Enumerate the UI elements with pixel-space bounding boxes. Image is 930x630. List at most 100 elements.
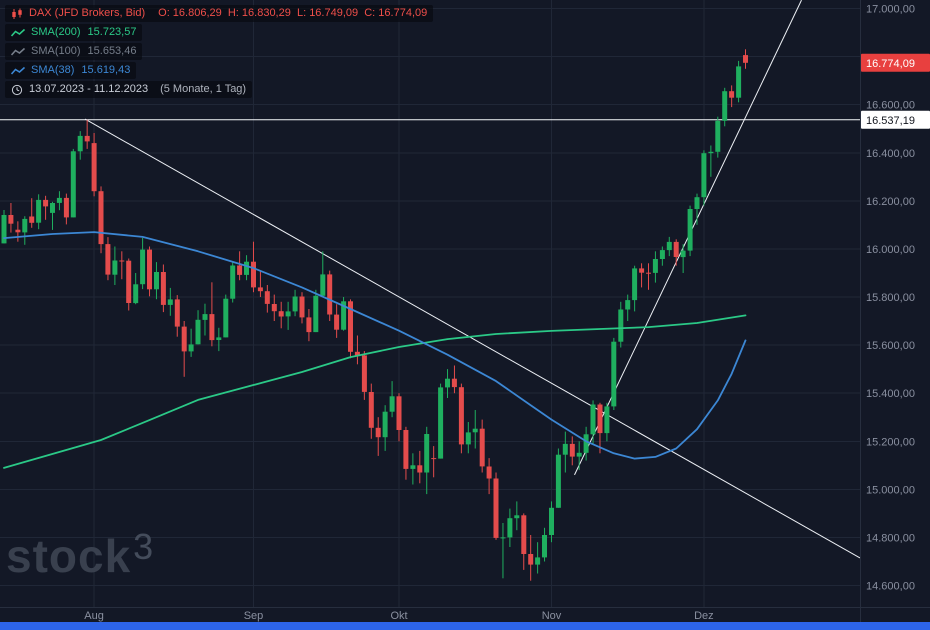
candle-body — [500, 537, 506, 539]
symbol-legend-row[interactable]: DAX (JFD Brokers, Bid) O: 16.806,29 H: 1… — [5, 5, 434, 22]
price-tick-label: 16.000,00 — [866, 244, 915, 256]
candlestick-series — [1, 49, 748, 581]
last-price-badge: 16.774,09 — [861, 53, 930, 72]
last-price-label: 16.774,09 — [866, 58, 915, 70]
candle-body — [535, 557, 541, 565]
candle-body — [354, 351, 360, 356]
candle-body — [334, 314, 340, 330]
overlay-line-SMA38[interactable] — [3, 231, 747, 460]
indicator-row-sma200[interactable]: SMA(200) 15.723,57 — [5, 24, 143, 41]
candle-body — [604, 406, 610, 434]
candle-body — [479, 428, 485, 467]
candle-body — [91, 143, 97, 192]
month-label: Okt — [390, 610, 407, 622]
month-label: Dez — [694, 610, 714, 622]
candle-body — [424, 434, 430, 473]
candle-body — [368, 392, 374, 428]
candle-body — [251, 261, 256, 288]
candle-body — [694, 197, 700, 209]
price-tick-label: 15.800,00 — [866, 292, 915, 304]
candle-body — [112, 260, 118, 275]
level-price-badge: 16.537,19 — [861, 110, 930, 129]
chart-legend: DAX (JFD Brokers, Bid) O: 16.806,29 H: 1… — [5, 5, 434, 98]
grid-lines — [0, 0, 860, 607]
indicator-name: SMA(100) — [31, 45, 81, 57]
candle-body — [521, 515, 527, 554]
overlay-line-SMA200[interactable] — [3, 314, 747, 469]
candle-body — [320, 274, 326, 296]
candle-body — [70, 151, 76, 218]
candle-body — [646, 272, 651, 274]
symbol-ohlc-values: O: 16.806,29 H: 16.830,29 L: 16.749,09 C… — [158, 7, 428, 19]
month-label: Aug — [84, 610, 104, 622]
candle-body — [313, 295, 319, 333]
candle-body — [133, 284, 139, 304]
candle-body — [438, 387, 444, 459]
candle-body — [736, 66, 742, 98]
candle-body — [652, 259, 658, 273]
candle-body — [410, 465, 416, 469]
candle-body — [223, 298, 229, 338]
candle-body — [257, 287, 263, 292]
date-range-row: 13.07.2023 - 11.12.2023 (5 Monate, 1 Tag… — [5, 81, 253, 98]
candle-body — [576, 452, 582, 457]
candle-body — [147, 249, 152, 290]
candle-body — [632, 268, 638, 301]
candle-body — [29, 216, 35, 223]
candle-body — [209, 314, 215, 341]
candle-body — [611, 341, 617, 407]
candle-body — [63, 197, 69, 218]
indicator-row-sma38[interactable]: SMA(38) 15.619,43 — [5, 62, 137, 79]
date-range-duration: (5 Monate, 1 Tag) — [160, 83, 247, 95]
indicator-line-icon — [11, 66, 25, 75]
symbol-title: DAX (JFD Brokers, Bid) — [29, 7, 146, 19]
candle-body — [618, 309, 624, 342]
indicator-value: 15.619,43 — [81, 64, 131, 76]
candle-body — [1, 215, 7, 244]
candle-body — [56, 197, 62, 203]
candle-body — [486, 466, 492, 479]
price-tick-label: 16.600,00 — [866, 100, 915, 112]
candle-body — [230, 265, 236, 299]
candle-body — [583, 434, 589, 453]
candle-body — [43, 199, 49, 207]
candle-body — [743, 55, 748, 63]
candle-body — [528, 554, 534, 565]
candle-body — [659, 250, 665, 259]
candle-body — [181, 326, 187, 352]
date-range-text: 13.07.2023 - 11.12.2023 — [29, 83, 149, 95]
candle-body — [285, 311, 291, 317]
chart-scrollbar[interactable] — [0, 622, 930, 630]
candle-body — [514, 515, 520, 519]
time-axis[interactable]: Aug Sep Okt Nov Dez — [84, 610, 713, 622]
price-tick-label: 15.000,00 — [866, 484, 915, 496]
candle-body — [382, 411, 388, 438]
candle-body — [625, 300, 631, 310]
candle-body — [77, 135, 83, 152]
price-axis[interactable]: 17.000,00 16.600,00 16.400,00 16.200,00 16.0… — [866, 4, 915, 593]
candle-body — [195, 319, 201, 345]
candlestick-icon — [12, 8, 22, 19]
candle-body — [188, 344, 194, 352]
price-tick-label: 15.400,00 — [866, 388, 915, 400]
candle-body — [458, 387, 464, 445]
candle-body — [590, 404, 596, 435]
indicator-row-sma100[interactable]: SMA(100) 15.653,46 — [5, 43, 143, 60]
candle-body — [237, 265, 243, 275]
candle-body — [687, 209, 693, 251]
candle-body — [549, 507, 554, 535]
candle-body — [271, 304, 277, 312]
indicator-line-icon — [11, 47, 25, 56]
candle-body — [292, 296, 298, 312]
candle-body — [264, 291, 270, 304]
level-price-label: 16.537,19 — [866, 115, 915, 127]
candle-body — [403, 430, 409, 469]
candle-body — [361, 355, 367, 392]
trendline-descending[interactable] — [84, 118, 861, 559]
price-tick-label: 15.200,00 — [866, 436, 915, 448]
candle-body — [451, 378, 457, 388]
month-label: Nov — [542, 610, 562, 622]
candle-body — [174, 299, 180, 327]
indicator-name: SMA(200) — [31, 26, 81, 38]
